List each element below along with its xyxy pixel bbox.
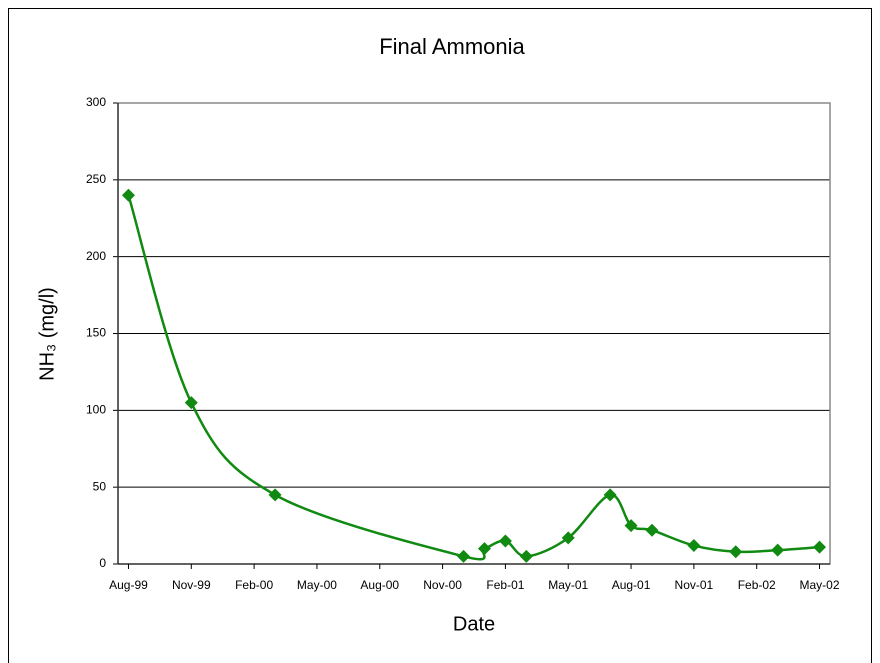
x-tick-label: May-00 — [297, 578, 337, 592]
x-tick-label: Feb-01 — [486, 578, 524, 592]
y-tick-label: 100 — [86, 403, 106, 417]
marker — [813, 540, 827, 554]
y-tick-label: 50 — [93, 479, 107, 493]
x-tick-label: Aug-00 — [360, 578, 399, 592]
x-tick-label: Nov-00 — [423, 578, 462, 592]
marker — [771, 543, 785, 557]
marker — [519, 549, 533, 563]
marker — [603, 488, 617, 502]
marker — [729, 545, 743, 559]
x-tick-label: Feb-00 — [235, 578, 273, 592]
marker — [687, 539, 701, 553]
chart-title: Final Ammonia — [379, 34, 525, 59]
marker — [645, 523, 659, 537]
x-tick-label: May-01 — [548, 578, 588, 592]
marker — [477, 542, 491, 556]
y-tick-label: 200 — [86, 249, 106, 263]
y-axis-label: NH₃ (mg/l) — [36, 287, 58, 381]
y-tick-label: 300 — [86, 95, 106, 109]
marker — [184, 396, 198, 410]
x-axis-label: Date — [453, 613, 495, 635]
y-tick-label: 250 — [86, 172, 106, 186]
marker — [561, 531, 575, 545]
marker — [498, 534, 512, 548]
x-tick-label: Aug-01 — [612, 578, 651, 592]
x-tick-label: Feb-02 — [738, 578, 776, 592]
x-tick-label: Aug-99 — [109, 578, 148, 592]
x-tick-label: Nov-01 — [675, 578, 714, 592]
marker — [121, 188, 135, 202]
marker — [624, 519, 638, 533]
y-tick-label: 150 — [86, 326, 106, 340]
y-tick-label: 0 — [99, 556, 106, 570]
chart-border — [8, 8, 872, 663]
marker — [268, 488, 282, 502]
marker — [457, 549, 471, 563]
x-tick-label: Nov-99 — [172, 578, 211, 592]
x-tick-label: May-02 — [800, 578, 840, 592]
